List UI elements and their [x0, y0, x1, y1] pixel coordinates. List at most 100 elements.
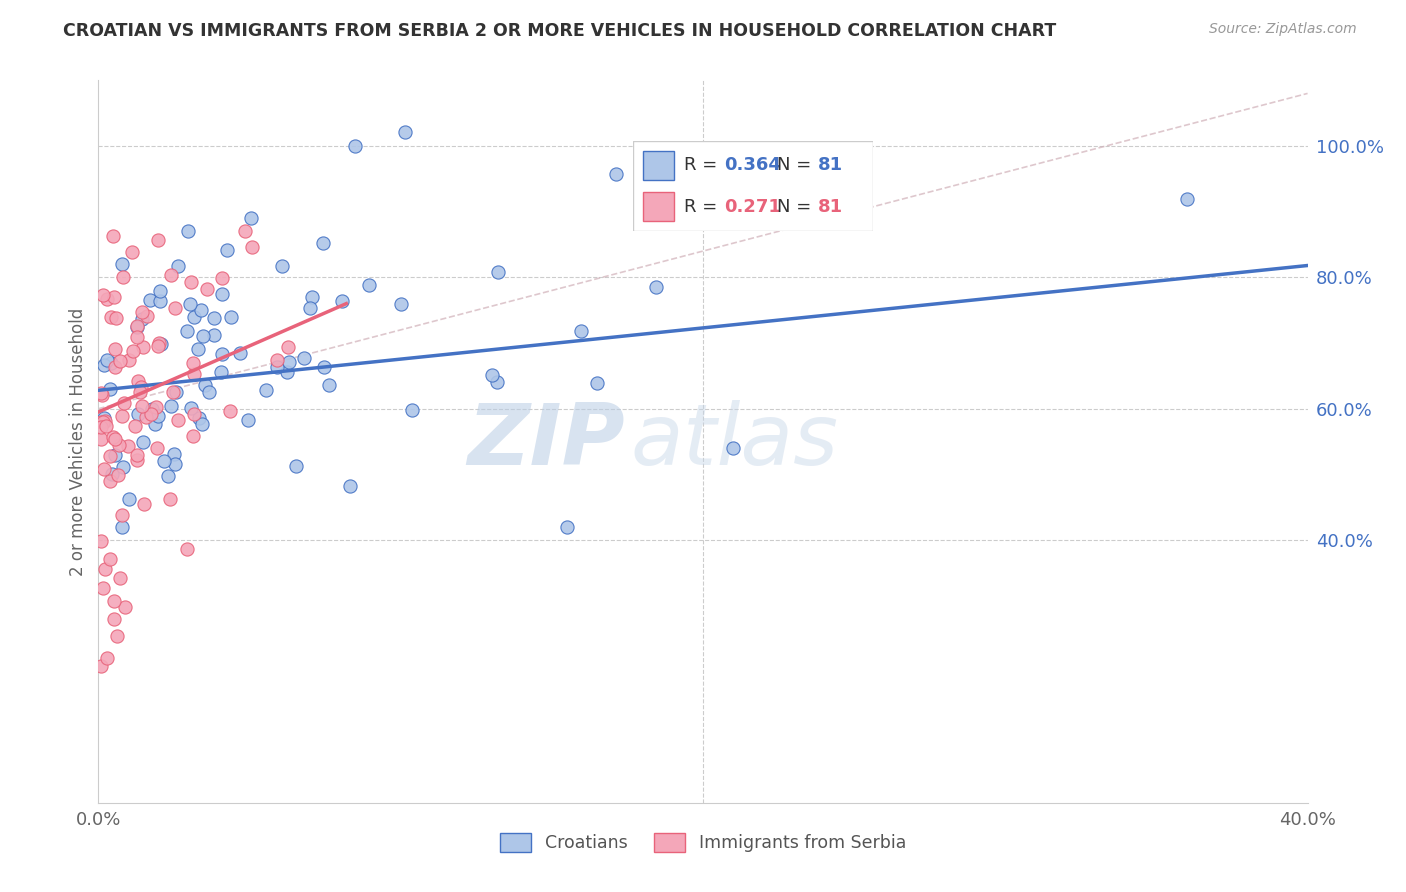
Point	[190, 302, 212, 317]
Point	[146, 441, 169, 455]
FancyBboxPatch shape	[643, 193, 673, 221]
Point	[124, 418, 146, 433]
Point	[219, 404, 242, 418]
Point	[187, 342, 209, 356]
Point	[180, 401, 202, 415]
Point	[211, 364, 233, 378]
Point	[285, 458, 308, 473]
Point	[187, 411, 209, 425]
Point	[127, 407, 149, 421]
Point	[167, 260, 190, 274]
Text: 0.364: 0.364	[724, 156, 782, 175]
Point	[143, 417, 166, 431]
Point	[107, 468, 129, 483]
Point	[139, 407, 162, 421]
Point	[191, 417, 214, 432]
Point	[219, 310, 242, 325]
Point	[198, 385, 221, 400]
Point	[131, 399, 153, 413]
Point	[194, 377, 217, 392]
Point	[215, 243, 238, 257]
Point	[486, 265, 509, 279]
Point	[111, 520, 134, 534]
Point	[104, 432, 127, 446]
Point	[146, 339, 169, 353]
Point	[481, 368, 503, 382]
Point	[202, 328, 225, 343]
Point	[165, 385, 187, 400]
Point	[96, 293, 118, 307]
Point	[96, 651, 118, 665]
Point	[131, 304, 153, 318]
Point	[100, 449, 122, 463]
Point	[90, 415, 112, 429]
Text: N =: N =	[778, 197, 817, 216]
Point	[339, 479, 361, 493]
Point	[117, 439, 139, 453]
Point	[271, 259, 294, 273]
Text: N =: N =	[778, 156, 817, 175]
Text: R =: R =	[683, 197, 723, 216]
Point	[98, 474, 121, 488]
Point	[93, 461, 115, 475]
Y-axis label: 2 or more Vehicles in Household: 2 or more Vehicles in Household	[69, 308, 87, 575]
Point	[148, 336, 170, 351]
Point	[211, 347, 233, 361]
Point	[266, 353, 288, 368]
Point	[193, 328, 215, 343]
Point	[266, 359, 288, 374]
Point	[96, 353, 118, 368]
Point	[330, 294, 353, 309]
Point	[312, 236, 335, 251]
Point	[129, 380, 152, 394]
Point	[110, 571, 132, 585]
Point	[236, 412, 259, 426]
Point	[91, 416, 114, 430]
Point	[110, 354, 132, 368]
Point	[229, 345, 252, 359]
Point	[112, 396, 135, 410]
Point	[91, 288, 114, 302]
Point	[278, 355, 301, 369]
Point	[146, 409, 169, 423]
Point	[276, 365, 298, 379]
Point	[90, 659, 112, 673]
Point	[301, 290, 323, 304]
Point	[111, 460, 134, 475]
Point	[145, 400, 167, 414]
Point	[159, 492, 181, 507]
Point	[176, 324, 198, 338]
Point	[139, 293, 162, 307]
Point	[107, 629, 129, 643]
Point	[318, 377, 340, 392]
Point	[149, 294, 172, 309]
Point	[131, 311, 153, 326]
Point	[103, 594, 125, 608]
Point	[93, 358, 115, 372]
Point	[1175, 192, 1198, 206]
Point	[90, 386, 112, 401]
Point	[127, 375, 149, 389]
Point	[91, 581, 114, 595]
Text: 0.271: 0.271	[724, 197, 782, 216]
Text: Source: ZipAtlas.com: Source: ZipAtlas.com	[1209, 22, 1357, 37]
Point	[103, 612, 125, 626]
Point	[211, 286, 233, 301]
Point	[132, 497, 155, 511]
Point	[111, 409, 134, 424]
Point	[202, 310, 225, 325]
Text: atlas: atlas	[630, 400, 838, 483]
Point	[165, 457, 187, 471]
Point	[586, 376, 609, 390]
Point	[359, 278, 381, 293]
Point	[783, 155, 806, 169]
Point	[176, 542, 198, 557]
Point	[312, 359, 335, 374]
Point	[163, 301, 186, 315]
Point	[117, 491, 139, 506]
Point	[125, 330, 148, 344]
Point	[166, 413, 188, 427]
Point	[292, 351, 315, 365]
Point	[101, 430, 124, 444]
Point	[240, 240, 263, 254]
